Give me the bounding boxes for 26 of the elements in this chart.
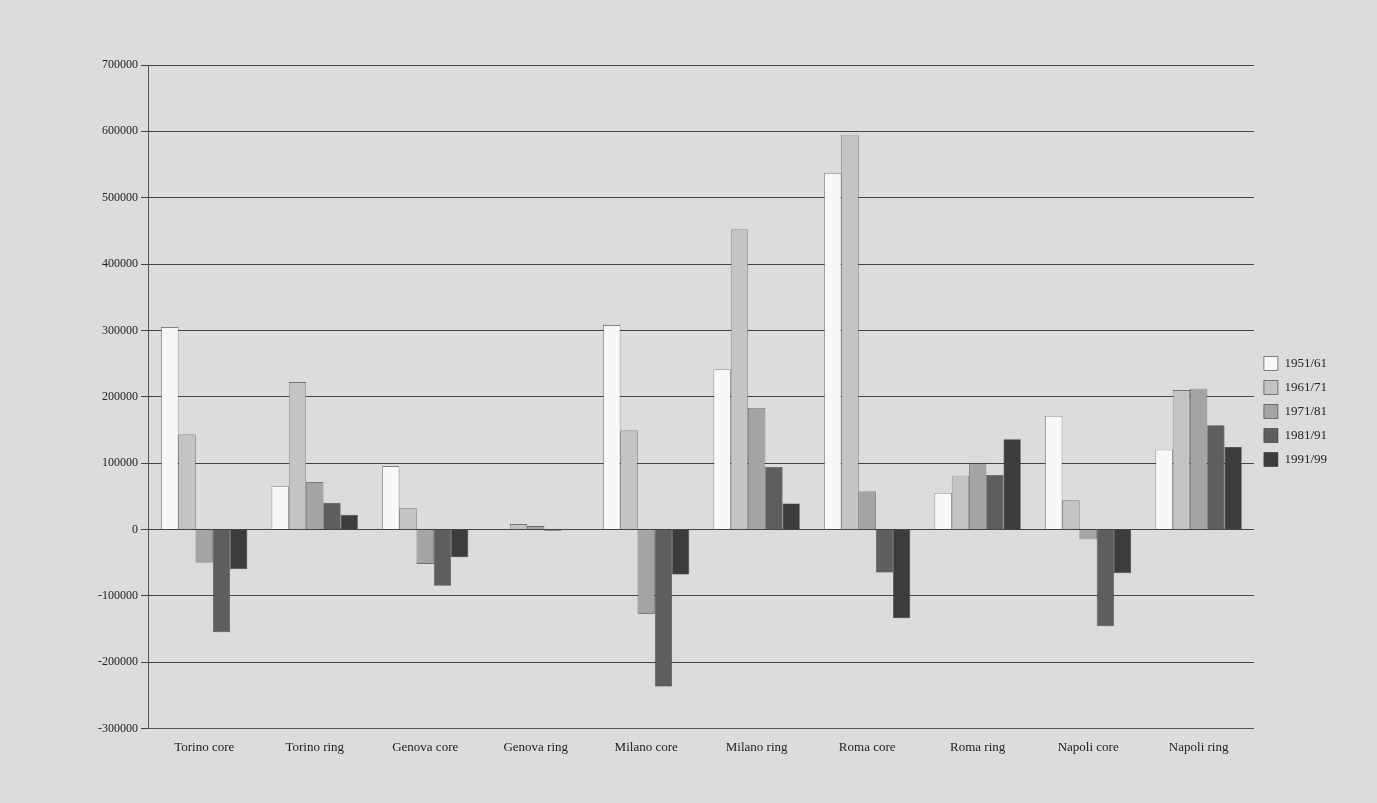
- y-tick-label: 600000: [102, 123, 138, 138]
- y-tick-label: 200000: [102, 388, 138, 403]
- legend-label: 1961/71: [1284, 378, 1328, 394]
- y-tick-label: -200000: [98, 654, 138, 669]
- x-tick-label: Milano ring: [725, 738, 789, 754]
- y-tick-label: -300000: [98, 720, 138, 735]
- y-tick-label: 400000: [102, 256, 138, 271]
- x-tick-label: Roma core: [838, 738, 896, 754]
- legend-label: 1991/99: [1284, 450, 1328, 466]
- x-tick-label: Torino core: [174, 738, 235, 754]
- y-tick-label: -100000: [98, 587, 138, 602]
- x-tick-label: Torino ring: [285, 738, 345, 754]
- x-tick-label: Napoli core: [1057, 738, 1119, 754]
- y-tick-label: 0: [132, 521, 138, 536]
- y-tick-label: 500000: [102, 189, 138, 204]
- x-tick-label: Genova core: [392, 738, 459, 754]
- legend-label: 1981/91: [1284, 426, 1328, 442]
- x-tick-label: Milano core: [614, 738, 679, 754]
- y-tick-label: 700000: [102, 57, 138, 72]
- x-tick-label: Genova ring: [503, 738, 569, 754]
- legend-label: 1951/61: [1284, 354, 1328, 370]
- y-tick-label: 100000: [102, 455, 138, 470]
- x-tick-label: Napoli ring: [1168, 738, 1229, 754]
- x-tick-label: Roma ring: [950, 738, 1006, 754]
- legend-label: 1971/81: [1284, 402, 1328, 418]
- y-tick-label: 300000: [102, 322, 138, 337]
